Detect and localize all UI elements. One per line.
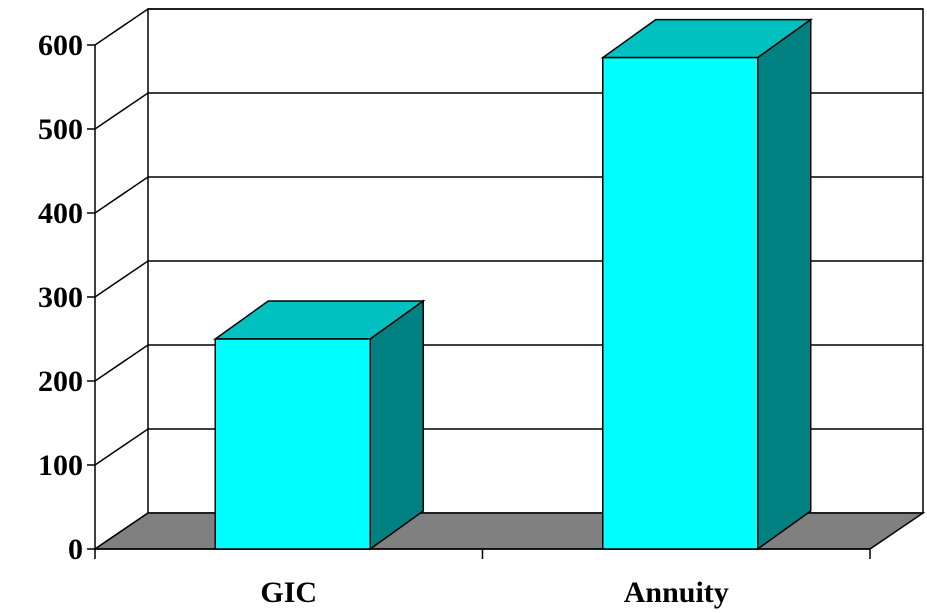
bar-gic (212, 299, 426, 551)
y-tick-label: 300 (38, 281, 83, 314)
y-tick-label: 400 (38, 197, 83, 230)
bar-side-face (369, 299, 424, 551)
bar-front-face (214, 338, 371, 550)
y-tick-labels: 0 100 200 300 400 500 600 (38, 29, 83, 566)
y-tick-label: 500 (38, 113, 83, 146)
gridline-side-600 (94, 8, 149, 46)
gridline-side-400 (94, 176, 149, 214)
gridline-side-500 (94, 92, 149, 130)
y-tick-label: 100 (38, 449, 83, 482)
bars (212, 18, 814, 551)
gridline-side-200 (94, 344, 149, 382)
x-category-label: GIC (260, 576, 317, 609)
x-category-labels: GIC Annuity (260, 576, 728, 609)
y-tick-label: 600 (38, 29, 83, 62)
y-tick-label: 0 (68, 533, 83, 566)
bar-annuity (600, 18, 814, 551)
x-category-label: Annuity (624, 576, 729, 609)
y-tick-label: 200 (38, 365, 83, 398)
gridline-side-100 (94, 428, 149, 466)
gridline-side-300 (94, 260, 149, 298)
bar-side-face (757, 18, 812, 551)
bar-front-face (602, 56, 759, 550)
